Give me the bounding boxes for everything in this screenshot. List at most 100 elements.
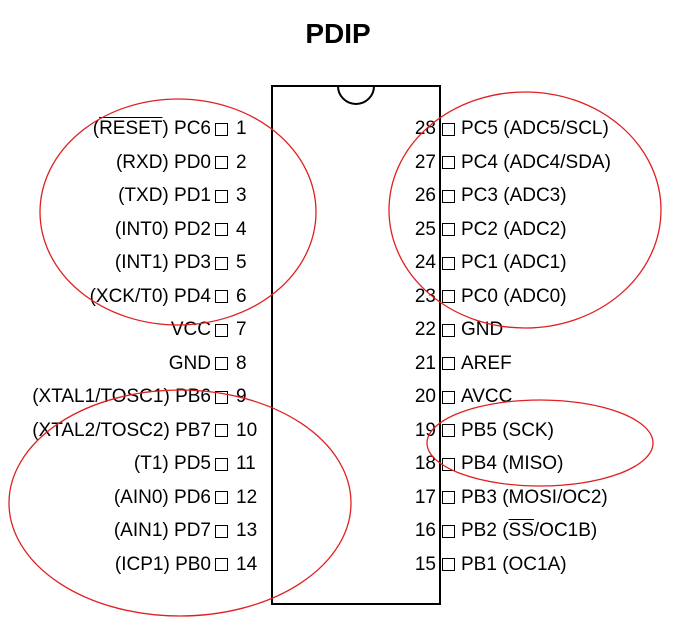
- pin-label: (T1) PD5: [133, 453, 211, 474]
- pin-row: 26 PC3 (ADC3): [408, 181, 567, 211]
- pin-pad: [442, 323, 455, 337]
- pin-row: 18 PB4 (MISO): [408, 449, 564, 479]
- pin-pad: [215, 524, 228, 538]
- pin-number: 2: [236, 151, 247, 173]
- pin-number: 18: [414, 453, 436, 474]
- pin-label: PC2 (ADC2): [461, 218, 567, 240]
- pin-number: 25: [414, 218, 436, 240]
- pin-pad: [442, 256, 455, 270]
- pin-pad: [215, 323, 228, 337]
- pin-number: 16: [414, 520, 436, 541]
- pin-row: 20 AVCC: [408, 382, 513, 412]
- pin-number: 6: [236, 285, 247, 307]
- pin-number: 8: [236, 352, 247, 374]
- page-title: PDIP: [305, 18, 371, 49]
- pin-label: (XCK/T0) PD4: [89, 285, 211, 307]
- pin-pad: [215, 390, 228, 404]
- pin-row: (XTAL1/TOSC1) PB6 9: [32, 382, 264, 412]
- pin-number: 28: [414, 118, 436, 139]
- pin-label: (ICP1) PB0: [114, 553, 211, 575]
- pin-row: 16 PB2 (SS/OC1B): [408, 516, 597, 546]
- pin-pad: [215, 256, 228, 270]
- pin-row: 19 PB5 (SCK): [408, 416, 554, 446]
- pin-pad: [442, 223, 455, 236]
- pin-label: (INT1) PD3: [114, 252, 211, 273]
- pin-number: 13: [236, 520, 258, 541]
- pin-label: PB5 (SCK): [461, 419, 554, 441]
- pin-label-active-low: RESET: [99, 118, 163, 139]
- pin-label: PC4 (ADC4/SDA): [461, 151, 611, 173]
- pin-label: PB3 (MOSI/OC2): [461, 486, 608, 508]
- pin-label-suffix: /OC1B): [533, 520, 598, 541]
- pin-label: PB2 (SS/OC1B): [461, 520, 597, 542]
- pin-number: 22: [414, 319, 436, 340]
- pin-row: (INT1) PD3 5: [115, 248, 264, 278]
- pin-pad: [442, 390, 455, 404]
- pin-pad: [215, 290, 228, 303]
- pin-pad: [442, 122, 455, 136]
- pin-label-active-low: SS: [508, 520, 534, 541]
- pin-number: 21: [414, 352, 436, 374]
- pin-row: 27 PC4 (ADC4/SDA): [408, 148, 611, 178]
- pin-label: AREF: [461, 352, 512, 374]
- pin-number: 17: [414, 486, 436, 508]
- pin-row: (TXD) PD1 3: [118, 181, 264, 211]
- pin-number: 27: [414, 151, 436, 173]
- pin-label: PB1 (OC1A): [461, 553, 567, 575]
- pin-label: (RXD) PD0: [115, 151, 211, 173]
- pin-label: GND: [168, 352, 211, 374]
- pin-pad: [442, 424, 455, 437]
- pin-pad: [215, 189, 228, 203]
- pin-row: (XCK/T0) PD4 6: [90, 282, 264, 312]
- pin-number: 15: [414, 553, 436, 575]
- pin-row: 21 AREF: [408, 349, 512, 379]
- pin-label: AVCC: [461, 386, 513, 407]
- pin-pad: [215, 457, 228, 471]
- pin-label: (INT0) PD2: [114, 218, 211, 240]
- pin-row: (RESET) PC6 1: [93, 114, 264, 144]
- pin-row: (INT0) PD2 4: [115, 215, 264, 245]
- pin-label: (XTAL1/TOSC1) PB6: [32, 386, 211, 407]
- pin-row: 17 PB3 (MOSI/OC2): [408, 483, 608, 513]
- pin-label: (RESET) PC6: [93, 118, 211, 140]
- pin-pad: [215, 156, 228, 169]
- pin-row: (AIN1) PD7 13: [114, 516, 264, 546]
- pin-row: (T1) PD5 11: [134, 449, 264, 479]
- pin-label: VCC: [170, 319, 211, 340]
- pin-row: (ICP1) PB0 14: [115, 550, 264, 580]
- pin-pad: [442, 357, 455, 370]
- pin-number: 3: [236, 185, 247, 206]
- pin-pad: [442, 558, 455, 571]
- pin-number: 20: [414, 386, 436, 407]
- pin-label: (TXD) PD1: [118, 185, 211, 206]
- pin-number: 5: [236, 252, 247, 273]
- pin-number: 10: [236, 419, 258, 441]
- pin-pad: [442, 189, 455, 203]
- pin-label: (AIN1) PD7: [113, 520, 211, 541]
- pin-row: (RXD) PD0 2: [116, 148, 264, 178]
- pin-label: (XTAL2/TOSC2) PB7: [32, 419, 211, 441]
- pin-pad: [442, 524, 455, 538]
- pin-row: GND 8: [169, 349, 264, 379]
- pin-number: 4: [236, 218, 247, 240]
- pin-label: PC5 (ADC5/SCL): [461, 118, 609, 139]
- pin-pad: [442, 156, 455, 169]
- pin-pad: [215, 491, 228, 504]
- pin-label-suffix: ) PC6: [162, 118, 211, 139]
- pin-number: 24: [414, 252, 436, 273]
- pin-number: 9: [236, 386, 247, 407]
- pin-row: 22 GND: [408, 315, 503, 345]
- pin-row: 15 PB1 (OC1A): [408, 550, 567, 580]
- pin-label: PC3 (ADC3): [461, 185, 567, 206]
- pin-number: 12: [236, 486, 258, 508]
- pin-number: 14: [236, 553, 258, 575]
- pin-pad: [215, 223, 228, 236]
- pin-number: 26: [414, 185, 436, 206]
- pin-row: 25 PC2 (ADC2): [408, 215, 567, 245]
- pin-pad: [215, 424, 228, 437]
- pin-label: PC1 (ADC1): [461, 252, 567, 273]
- pin-number: 11: [236, 453, 256, 474]
- pin-row: VCC 7: [171, 315, 264, 345]
- pin-row: 24 PC1 (ADC1): [408, 248, 567, 278]
- pin1-notch: [337, 85, 375, 105]
